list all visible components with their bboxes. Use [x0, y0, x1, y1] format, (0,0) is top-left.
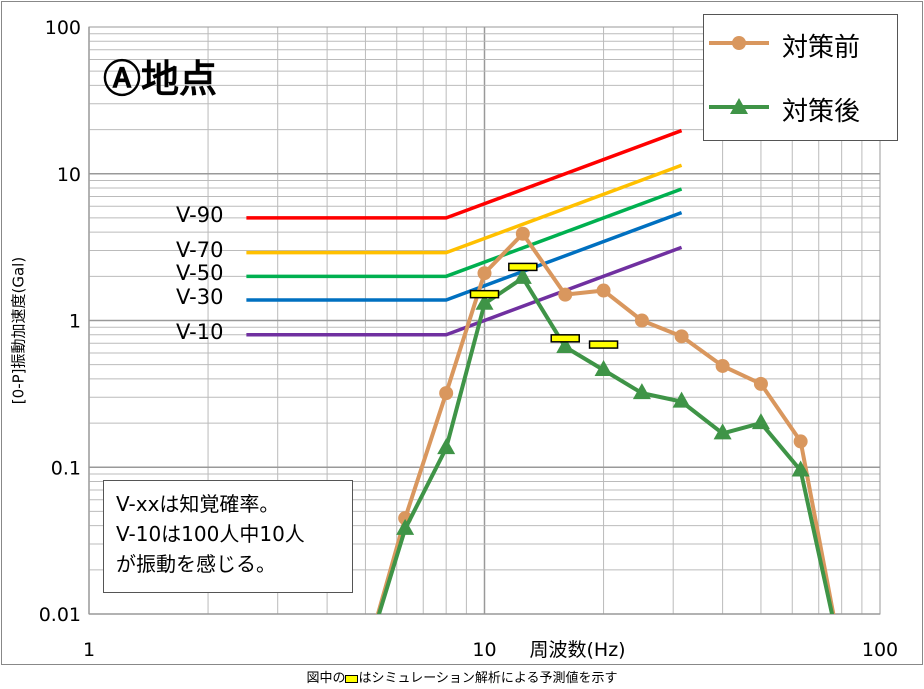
- legend-label: 対策前: [782, 33, 861, 63]
- data-point: [632, 383, 651, 400]
- footer-text: はシミュレーション解析による予測値を示す: [358, 671, 618, 686]
- data-point: [753, 376, 768, 391]
- y-tick-label: 10: [57, 164, 81, 186]
- note-line: が振動を感じる。: [116, 552, 276, 576]
- data-point: [515, 226, 530, 241]
- y-tick-label: 100: [45, 17, 81, 39]
- data-point: [396, 518, 415, 535]
- simulation-marker: [550, 334, 580, 343]
- data-point: [556, 336, 575, 353]
- data-point: [439, 386, 454, 401]
- simulation-marker: [508, 262, 538, 272]
- legend-item-before: 対策前: [704, 23, 897, 63]
- note-line: V-xxは知覚確率。: [116, 492, 280, 516]
- perception-line-v-50: [246, 187, 683, 279]
- perception-line-v-10: [246, 245, 683, 337]
- data-point: [793, 434, 808, 449]
- y-tick-label: 0.1: [51, 457, 81, 479]
- perception-line-v-70: [246, 163, 683, 255]
- data-point: [674, 329, 689, 344]
- chart-title: Ⓐ地点: [103, 57, 218, 101]
- data-point: [513, 267, 532, 284]
- data-point: [751, 413, 770, 430]
- footer-note: 図中の はシミュレーション解析による予測値を示す: [0, 667, 924, 686]
- data-point: [475, 293, 494, 310]
- legend-label: 対策後: [782, 97, 861, 127]
- y-axis-label: [0-P]振動加速度(Gal): [9, 256, 28, 405]
- x-tick-label: 100: [862, 639, 898, 661]
- data-point: [634, 313, 649, 328]
- simulation-marker: [588, 340, 619, 349]
- data-point: [791, 460, 810, 477]
- data-point: [596, 283, 611, 298]
- legend-item-after: 対策後: [704, 87, 897, 127]
- note-line: V-10は100人中10人: [116, 522, 305, 546]
- data-point: [672, 391, 691, 408]
- perception-label: V-70: [176, 237, 224, 262]
- footer-text: 図中の: [306, 671, 346, 686]
- data-point: [594, 359, 613, 376]
- plot-border: [88, 26, 881, 615]
- simulation-swatch: [345, 674, 359, 683]
- perception-label: V-90: [176, 202, 224, 227]
- data-point: [437, 438, 456, 455]
- perception-label: V-50: [176, 261, 224, 286]
- data-point: [713, 423, 732, 440]
- chart-frame: [1, 1, 923, 665]
- x-tick-label: 10: [472, 639, 496, 661]
- data-point: [715, 358, 730, 373]
- perception-label: V-10: [176, 319, 224, 344]
- simulation-marker: [469, 289, 500, 299]
- legend: 対策前 対策後: [703, 14, 898, 141]
- y-tick-label: 0.01: [39, 604, 81, 626]
- x-axis-label: 周波数(Hz): [530, 639, 626, 661]
- series-group: [375, 226, 836, 614]
- x-tick-label: 1: [83, 639, 95, 661]
- perception-line-v-90: [246, 128, 683, 220]
- data-point: [558, 287, 573, 302]
- perception-line-v-30: [246, 210, 683, 302]
- data-point: [477, 266, 492, 281]
- y-tick-label: 1: [69, 311, 81, 333]
- note-box: V-xxは知覚確率。 V-10は100人中10人 が振動を感じる。: [103, 480, 353, 593]
- perception-label: V-30: [176, 284, 224, 309]
